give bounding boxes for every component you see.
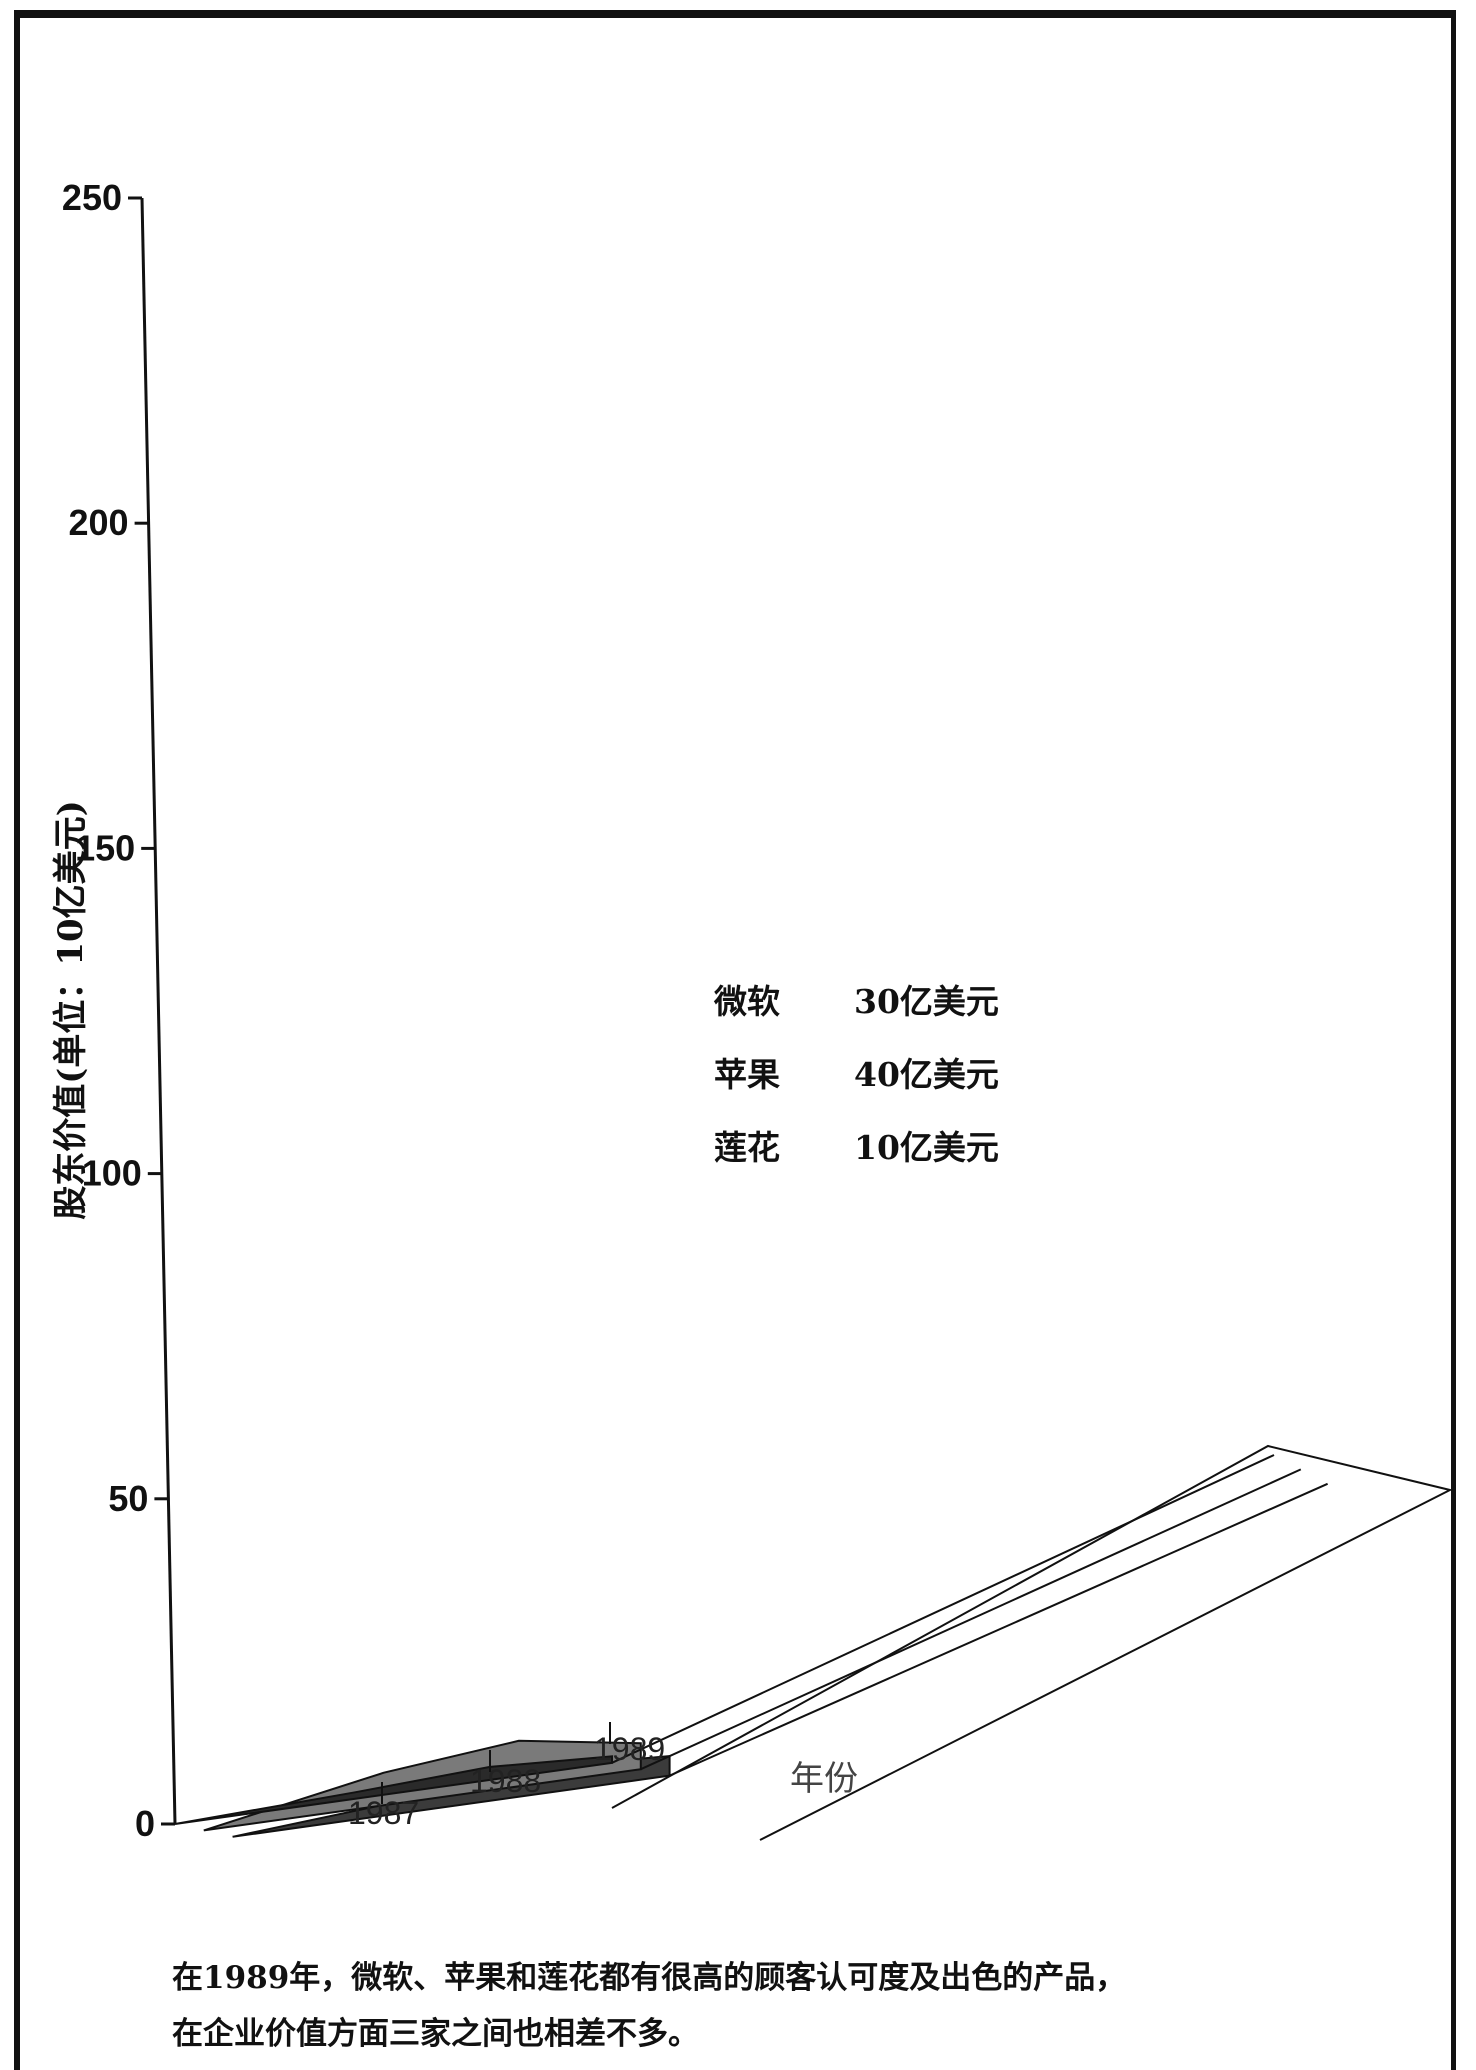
legend-value: 40亿美元 xyxy=(854,1054,999,1094)
legend-name: 微软 xyxy=(714,981,780,1021)
y-tick-label: 250 xyxy=(62,177,122,218)
legend-value: 30亿美元 xyxy=(854,981,999,1021)
legend-item: 莲花 10亿美元 xyxy=(714,1108,999,1181)
legend-name: 莲花 xyxy=(714,1127,780,1167)
legend-value: 10亿美元 xyxy=(854,1127,999,1167)
series-bands xyxy=(174,1444,1453,1841)
y-tick-label: 200 xyxy=(69,502,129,543)
series-edge xyxy=(611,1454,1275,1764)
y-tick-label: 150 xyxy=(75,827,135,868)
floor-outline xyxy=(611,1444,1453,1841)
caption-line-2: 在企业价值方面三家之间也相差不多。 xyxy=(172,2016,699,2052)
legend-name: 苹果 xyxy=(714,1054,780,1094)
series-area-莲花 xyxy=(174,1755,613,1825)
series-edge xyxy=(669,1482,1329,1777)
y-tick-label: 50 xyxy=(108,1478,148,1519)
x-axis: 1987 1988 1989 xyxy=(348,1722,665,1831)
legend: 微软 30亿美元 苹果 40亿美元 莲花 10亿美元 xyxy=(714,962,999,1181)
caption-line-1: 在1989年，微软、苹果和莲花都有很高的顾客认可度及出色的产品， xyxy=(172,1960,1127,1996)
series-edge xyxy=(640,1468,1302,1771)
x-axis-label: 年份 xyxy=(790,1759,858,1799)
x-tick-label: 1988 xyxy=(470,1763,541,1799)
legend-item: 微软 30亿美元 xyxy=(714,962,999,1035)
figure-caption: 在1989年，微软、苹果和莲花都有很高的顾客认可度及出色的产品， 在企业价值方面… xyxy=(172,1950,1392,2062)
legend-item: 苹果 40亿美元 xyxy=(714,1035,999,1108)
y-axis xyxy=(140,197,177,1825)
y-ticks: 0 50 100 150 200 250 xyxy=(62,177,175,1844)
y-tick-label: 100 xyxy=(82,1153,142,1194)
x-tick-label: 1989 xyxy=(594,1731,665,1767)
y-axis-label: 股东价值(单位：10亿美元) xyxy=(51,800,91,1220)
page-frame xyxy=(14,10,1456,2070)
shareholder-value-chart: 0 50 100 150 200 250 1987 1988 1989 年份 股东价值(单位：… xyxy=(51,177,1453,1844)
x-tick-label: 1987 xyxy=(348,1795,419,1831)
y-axis-line xyxy=(140,197,177,1825)
series-band xyxy=(174,1454,1275,1825)
y-tick-label: 0 xyxy=(135,1803,155,1844)
